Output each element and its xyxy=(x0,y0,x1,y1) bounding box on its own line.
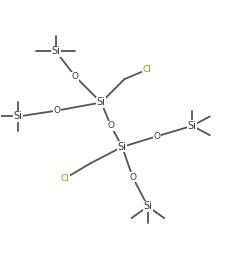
Text: O: O xyxy=(107,121,114,130)
Text: O: O xyxy=(72,72,79,81)
Text: Cl: Cl xyxy=(142,65,151,74)
Text: Si: Si xyxy=(97,97,106,108)
Text: Si: Si xyxy=(118,142,127,152)
Text: O: O xyxy=(129,173,136,182)
Text: O: O xyxy=(53,106,60,115)
Text: Si: Si xyxy=(14,111,23,121)
Text: O: O xyxy=(153,132,160,141)
Text: Cl: Cl xyxy=(60,174,69,183)
Text: Si: Si xyxy=(188,121,197,131)
Text: Si: Si xyxy=(51,46,60,56)
Text: Si: Si xyxy=(143,201,152,211)
